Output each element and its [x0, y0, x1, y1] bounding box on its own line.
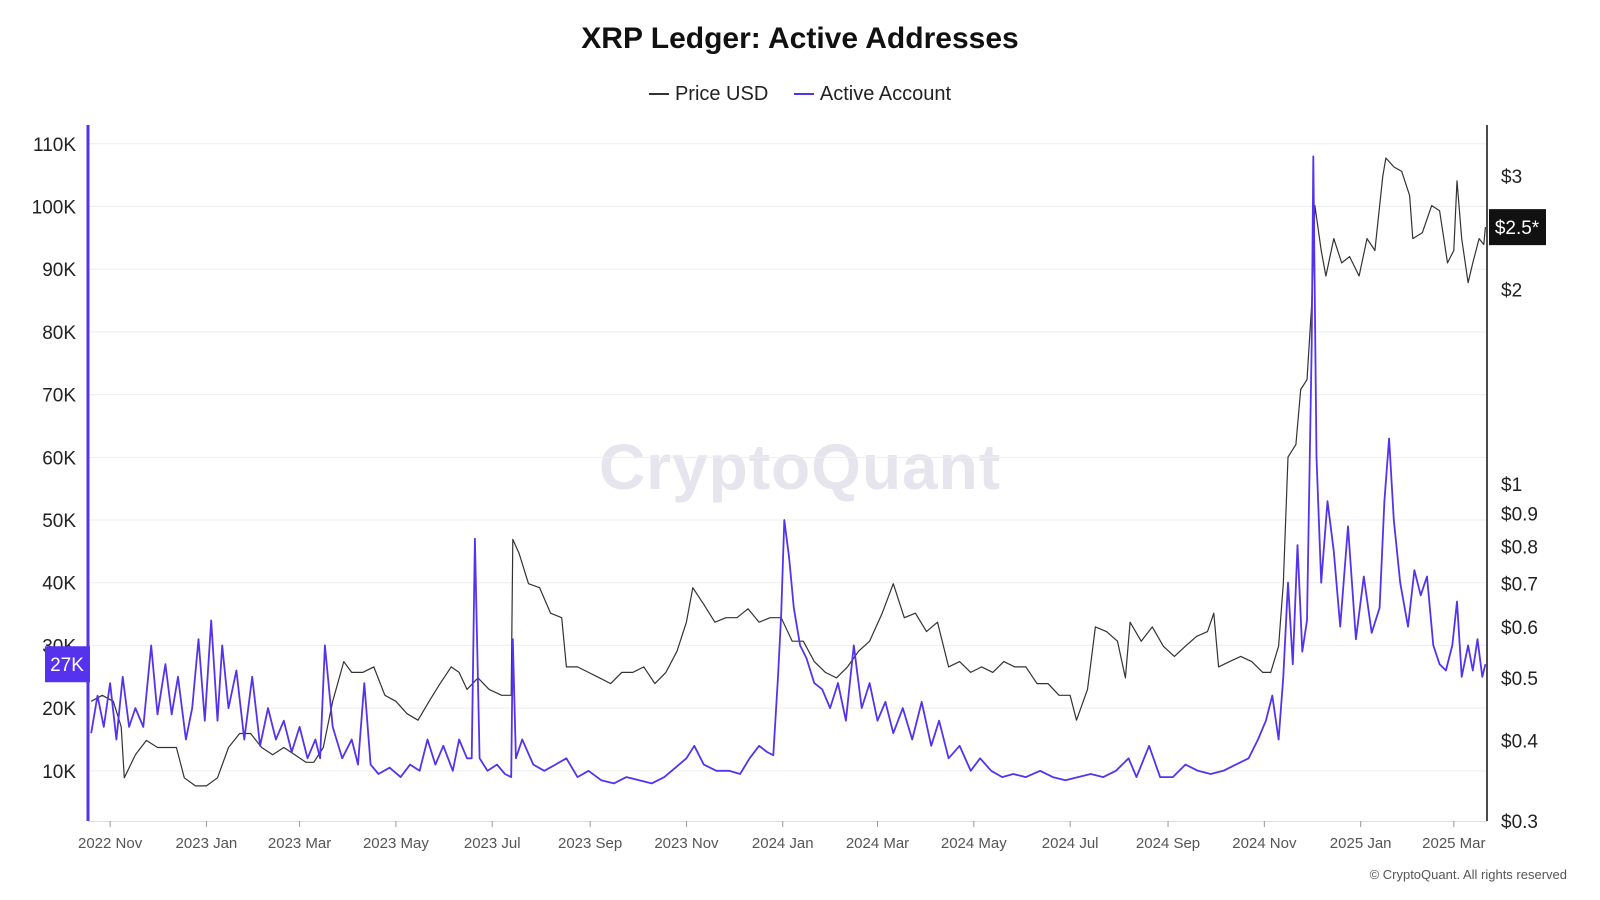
- y-right-tick-label: $2: [1501, 281, 1522, 302]
- x-tick-label: 2025 Mar: [1422, 835, 1485, 852]
- x-tick-label: 2023 Jan: [176, 835, 238, 852]
- x-tick-label: 2024 Nov: [1232, 835, 1297, 852]
- series-line-price-usd: [90, 157, 1486, 787]
- y-left-current-badge: [45, 646, 90, 683]
- y-right-tick-label: $0.3: [1501, 812, 1538, 833]
- x-tick-label: 2024 Jan: [752, 835, 814, 852]
- watermark: CryptoQuant: [598, 431, 1002, 503]
- y-right-tick-label: $0.8: [1501, 537, 1538, 558]
- x-tick-label: 2023 May: [363, 835, 429, 852]
- chart-legend: Price USD Active Account: [0, 78, 1600, 106]
- y-left-tick-label: 50K: [42, 511, 76, 532]
- x-tick-label: 2023 Jul: [464, 835, 521, 852]
- y-left-tick-label: 10K: [42, 762, 76, 783]
- legend-label-price-usd: Price USD: [674, 82, 769, 105]
- y-right-tick-label: $0.7: [1501, 575, 1538, 596]
- chart-title: XRP Ledger: Active Addresses: [581, 22, 1019, 55]
- x-tick-label: 2024 Jul: [1042, 835, 1099, 852]
- x-tick-label: 2024 Sep: [1136, 835, 1200, 852]
- y-right-current-label: $2.5*: [1495, 218, 1540, 239]
- x-tick-label: 2022 Nov: [78, 835, 143, 852]
- y-right-tick-label: $0.5: [1501, 669, 1538, 690]
- y-left-current-label: 27K: [50, 655, 84, 676]
- x-tick-label: 2025 Jan: [1330, 835, 1392, 852]
- x-tick-label: 2023 Sep: [558, 835, 622, 852]
- y-left-tick-label: 70K: [42, 386, 76, 407]
- legend-item-price-usd[interactable]: Price USD: [648, 82, 769, 106]
- x-tick-label: 2024 Mar: [846, 835, 909, 852]
- y-right-tick-label: $0.4: [1501, 731, 1538, 752]
- y-left-tick-label: 90K: [42, 260, 76, 281]
- copyright-notice: © CryptoQuant. All rights reserved: [1369, 867, 1567, 882]
- y-left-tick-label: 100K: [32, 198, 77, 219]
- legend-swatch-active-account: [793, 93, 814, 95]
- legend-swatch-price-usd: [648, 93, 669, 95]
- y-left-tick-label: 20K: [42, 699, 76, 720]
- y-right-tick-label: $0.9: [1501, 504, 1538, 525]
- x-tick-label: 2024 May: [941, 835, 1007, 852]
- legend-item-active-account[interactable]: Active Account: [793, 82, 952, 106]
- x-tick-label: 2023 Mar: [268, 835, 331, 852]
- y-right-tick-label: $0.6: [1501, 618, 1538, 639]
- series-line-active-account: [90, 155, 1487, 785]
- y-right-tick-label: $1: [1501, 475, 1522, 496]
- y-right-current-badge: [1489, 209, 1546, 246]
- y-left-tick-label: 110K: [33, 135, 76, 156]
- y-left-tick-label: 40K: [42, 574, 76, 595]
- x-tick-label: 2023 Nov: [654, 835, 719, 852]
- y-left-tick-label: 80K: [42, 323, 76, 344]
- y-left-tick-label: 60K: [42, 448, 76, 469]
- y-right-tick-label: $3: [1501, 167, 1522, 188]
- legend-label-active-account: Active Account: [819, 82, 952, 105]
